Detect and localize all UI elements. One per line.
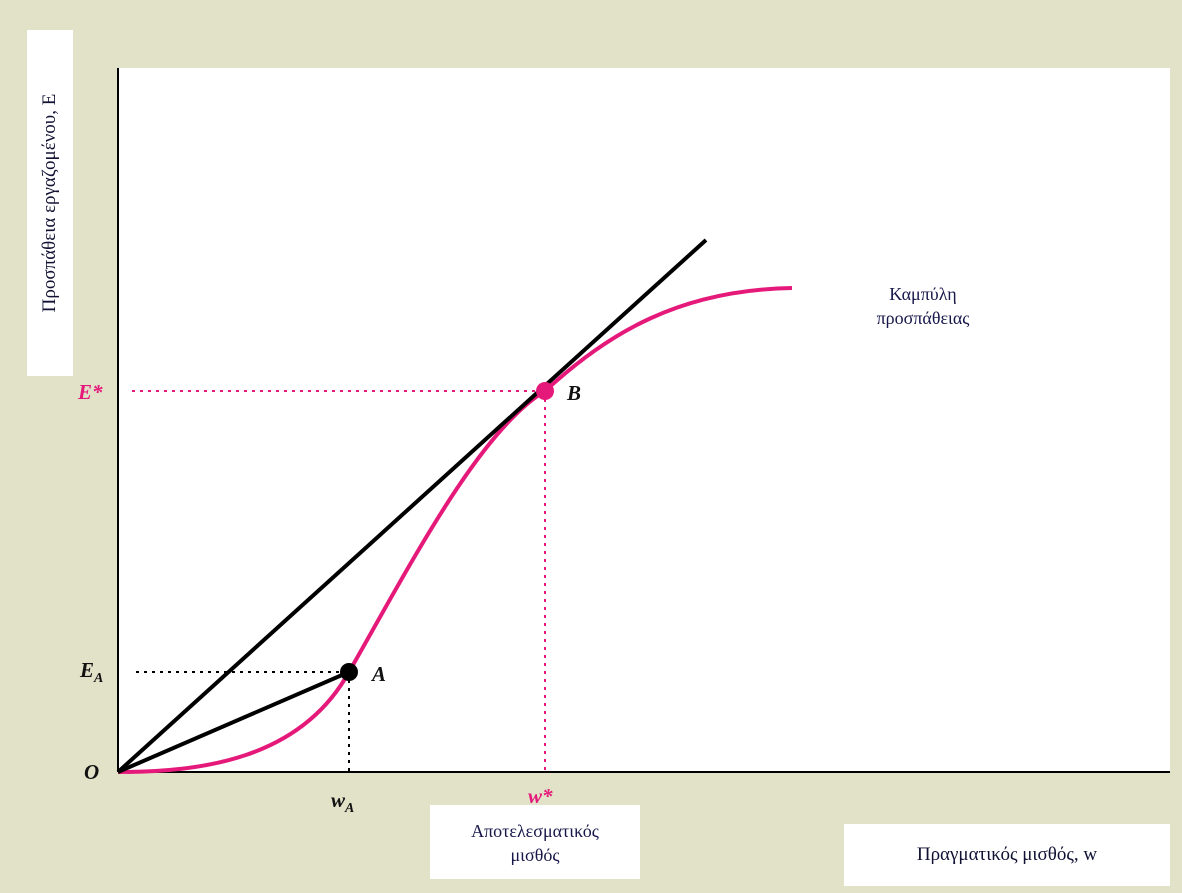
ray-to-a xyxy=(117,670,350,774)
y-axis-title-box: Προσπάθεια εργαζομένου, E xyxy=(27,30,73,376)
origin-label: O xyxy=(84,760,100,784)
point-b-label: B xyxy=(567,381,582,405)
w-star-label: w* xyxy=(528,784,553,808)
curve-label-line2: προσπάθειας xyxy=(876,308,970,328)
x-axis-title: Πραγματικός μισθός, w xyxy=(916,844,1098,865)
plot-area xyxy=(118,68,1170,772)
e-a-main: E xyxy=(80,658,95,682)
w-a-label: wA xyxy=(331,788,354,817)
effort-curve-label: Καμπύλη προσπάθειας xyxy=(838,282,1008,330)
efficiency-wage-box: Αποτελεσματικός μισθός xyxy=(430,805,640,879)
w-a-sub: A xyxy=(345,801,355,817)
curve-label-line1: Καμπύλη xyxy=(889,284,957,304)
point-a xyxy=(340,663,358,681)
tangent-ray xyxy=(116,238,708,774)
w-a-main: w xyxy=(331,788,346,812)
y-axis-title: Προσπάθεια εργαζομένου, E xyxy=(39,93,60,313)
e-star-label: E* xyxy=(78,380,103,404)
point-a-label: A xyxy=(372,662,387,686)
effort-curve xyxy=(117,286,793,774)
e-a-label: EA xyxy=(80,658,103,687)
efficiency-wage-line2: μισθός xyxy=(510,845,560,865)
point-b xyxy=(536,382,554,400)
efficiency-wage-line1: Αποτελεσματικός xyxy=(471,821,599,841)
e-a-sub: A xyxy=(94,671,104,687)
x-axis-title-box: Πραγματικός μισθός, w xyxy=(844,824,1170,886)
